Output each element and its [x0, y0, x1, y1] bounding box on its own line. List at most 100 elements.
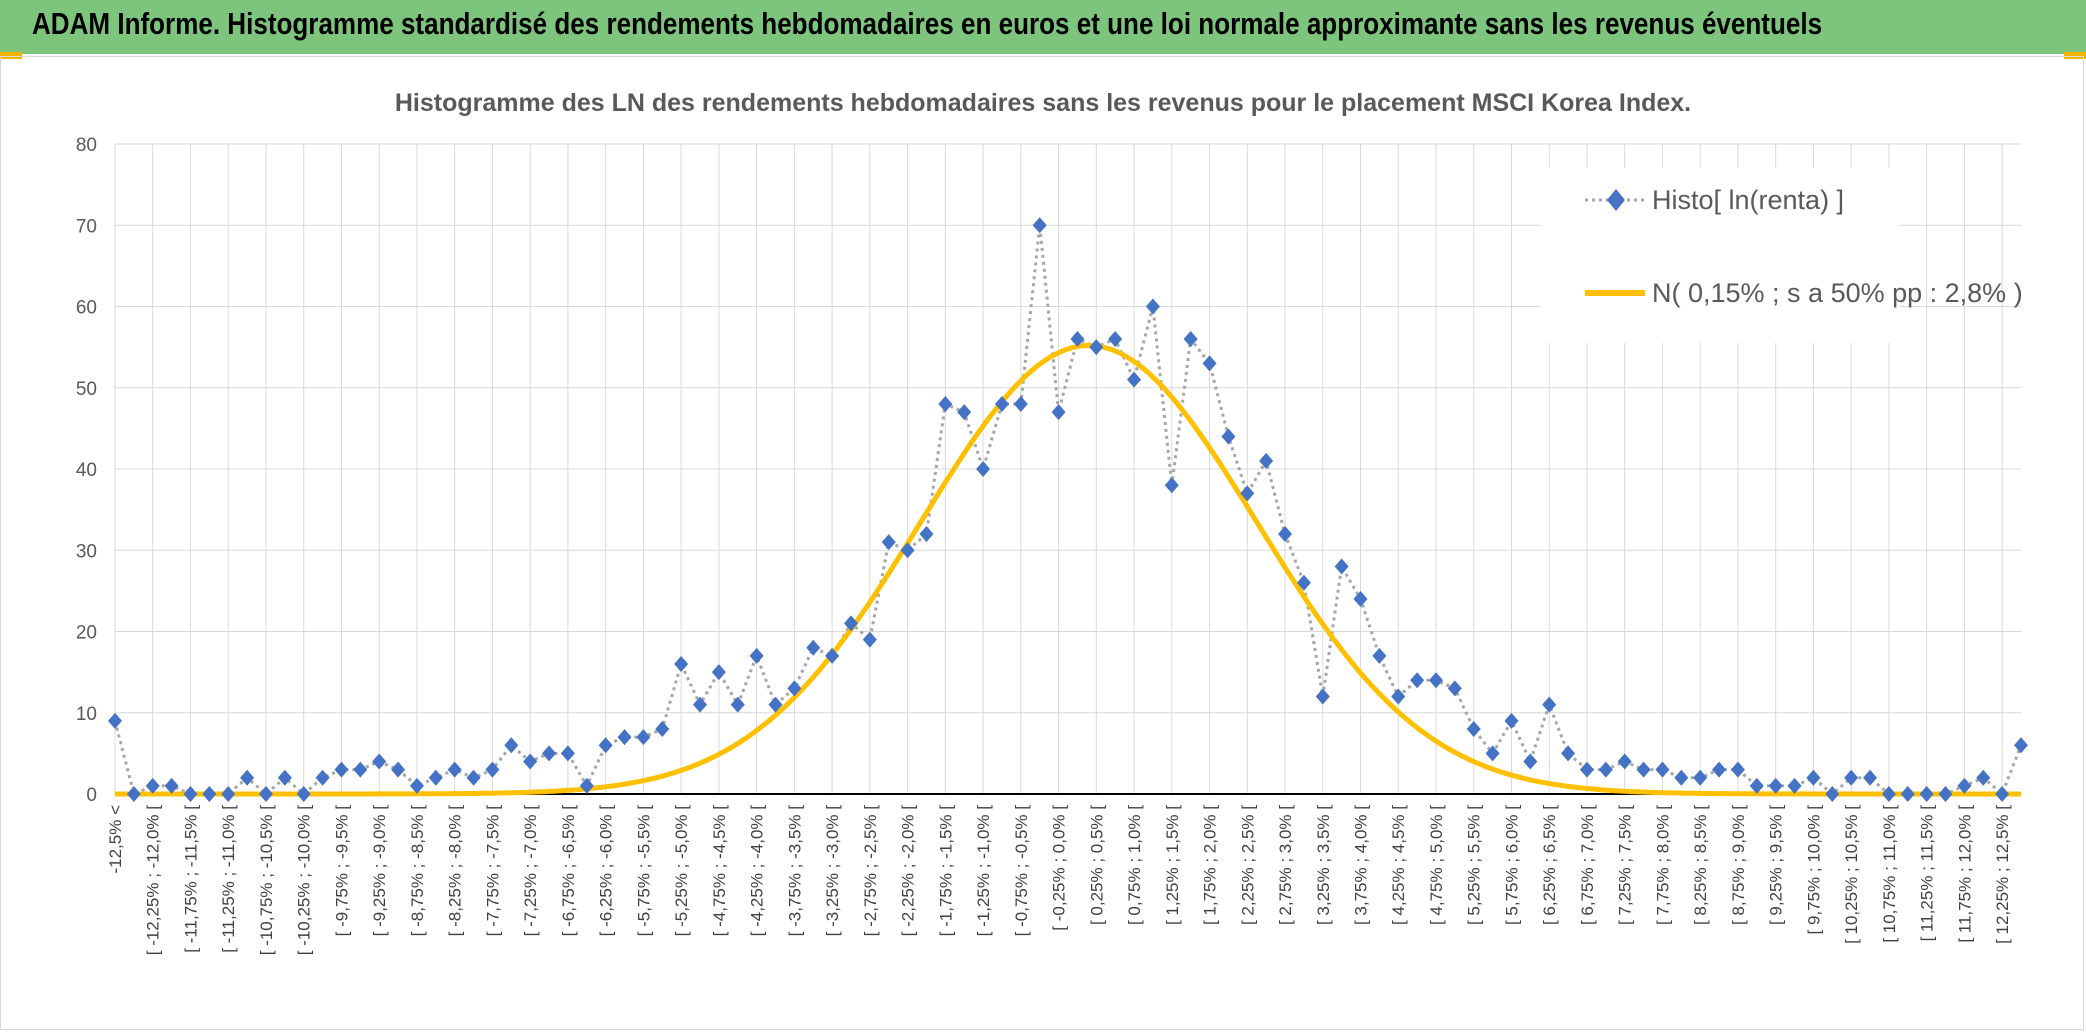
x-tick-label-16: [ -4,75% ; -4,5% [ — [710, 805, 729, 937]
chart-frame — [0, 56, 2084, 1030]
histo-point-32 — [711, 664, 726, 681]
histo-point-18 — [447, 761, 462, 778]
x-tick-label-40: [ 7,25% ; 7,5% [ — [1616, 805, 1635, 925]
histo-point-44 — [938, 396, 953, 412]
x-tick-label-12: [ -6,75% ; -6,5% [ — [559, 805, 578, 937]
histo-point-91 — [1825, 786, 1840, 802]
x-tick-label-20: [ -2,75% ; -2,5% [ — [861, 805, 880, 937]
legend-normal-label: N( 0,15% ; s a 50% pp : 2,8% ) — [1652, 278, 2023, 308]
y-tick-label-3: 30 — [76, 541, 97, 562]
histo-point-83 — [1674, 769, 1689, 786]
histo-point-48 — [1013, 396, 1028, 412]
x-axis: -12,5% < [ -12,25% ; -12,0% [[ -11,75% ; … — [106, 805, 2012, 956]
x-tick-label-28: [ 1,25% ; 1,5% [ — [1163, 805, 1182, 925]
histo-point-81 — [1636, 761, 1651, 778]
legend-histo-marker-icon — [1607, 189, 1625, 211]
histo-point-5 — [202, 786, 217, 802]
y-tick-label-8: 80 — [76, 135, 97, 156]
histo-point-55 — [1145, 298, 1160, 315]
x-tick-label-25: [ -0,25% ; 0,0% [ — [1050, 805, 1069, 931]
y-tick-label-2: 20 — [76, 623, 97, 644]
x-tick-label-15: [ -5,25% ; -5,0% [ — [672, 805, 691, 937]
report-banner: ADAM Informe. Histogramme standardisé de… — [0, 0, 2086, 54]
histo-point-60 — [1240, 485, 1255, 502]
histo-point-66 — [1353, 591, 1368, 607]
histo-point-95 — [1900, 786, 1915, 802]
histo-point-56 — [1164, 477, 1179, 494]
normal-curve-line — [115, 343, 2021, 797]
x-tick-label-37: [ 5,75% ; 6,0% [ — [1502, 805, 1521, 925]
x-tick-label-27: [ 0,75% ; 1,0% [ — [1125, 805, 1144, 925]
histo-point-63 — [1296, 574, 1311, 591]
x-tick-label-0: -12,5% < — [106, 805, 125, 874]
histo-point-68 — [1391, 688, 1406, 705]
histo-point-93 — [1863, 769, 1878, 786]
x-tick-label-11: [ -7,25% ; -7,0% [ — [521, 805, 540, 937]
histo-point-46 — [976, 461, 991, 477]
histo-point-28 — [636, 729, 651, 746]
histo-point-82 — [1655, 761, 1670, 778]
histo-point-88 — [1768, 777, 1783, 794]
histo-point-62 — [1278, 526, 1293, 542]
x-tick-label-39: [ 6,75% ; 7,0% [ — [1578, 805, 1597, 925]
histo-point-35 — [768, 696, 783, 713]
histo-point-94 — [1881, 786, 1896, 802]
x-tick-label-18: [ -3,75% ; -3,5% [ — [785, 805, 804, 937]
histo-point-49 — [1032, 217, 1047, 234]
x-tick-label-48: [ 11,25% ; 11,5% [ — [1918, 805, 1937, 942]
x-tick-label-6: [ -9,75% ; -9,5% [ — [332, 805, 351, 937]
histo-point-73 — [1485, 745, 1500, 762]
histo-point-50 — [1051, 404, 1066, 421]
accent-corner-right — [2064, 52, 2086, 59]
y-tick-label-4: 40 — [76, 460, 97, 481]
histo-point-27 — [617, 729, 632, 746]
histo-point-77 — [1561, 745, 1576, 762]
histo-point-72 — [1466, 721, 1481, 737]
histo-point-21 — [504, 737, 519, 754]
histo-point-3 — [164, 777, 179, 794]
histo-point-1 — [126, 786, 141, 802]
x-tick-label-13: [ -6,25% ; -6,0% [ — [597, 805, 616, 937]
x-tick-label-47: [ 10,75% ; 11,0% [ — [1880, 805, 1899, 943]
accent-corner-left — [0, 52, 22, 59]
histo-point-37 — [806, 639, 821, 656]
x-tick-label-4: [ -10,75% ; -10,5% [ — [257, 805, 276, 956]
y-axis: 0 10 20 30 40 50 60 70 80 — [76, 135, 97, 806]
x-tick-label-33: [ 3,75% ; 4,0% [ — [1352, 805, 1371, 925]
x-tick-label-31: [ 2,75% ; 3,0% [ — [1276, 805, 1295, 925]
histo-point-52 — [1089, 339, 1104, 356]
x-tick-label-14: [ -5,75% ; -5,5% [ — [634, 805, 653, 937]
histo-point-45 — [957, 404, 972, 421]
histo-point-8 — [258, 786, 273, 802]
histo-point-29 — [655, 721, 670, 737]
histo-point-17 — [428, 769, 443, 786]
histo-point-64 — [1315, 688, 1330, 705]
histo-point-92 — [1844, 769, 1859, 786]
x-tick-label-5: [ -10,25% ; -10,0% [ — [295, 805, 314, 956]
histo-point-15 — [391, 761, 406, 778]
x-tick-label-43: [ 8,75% ; 9,0% [ — [1729, 805, 1748, 925]
histo-point-38 — [825, 647, 840, 664]
histo-point-41 — [881, 534, 896, 551]
histo-point-97 — [1938, 786, 1953, 802]
histo-point-69 — [1410, 672, 1425, 689]
histo-point-58 — [1202, 355, 1217, 372]
chart-title: Histogramme des LN des rendements hebdom… — [395, 89, 1691, 117]
legend-histo-label: Histo[ ln(renta) ] — [1652, 185, 1844, 215]
histo-point-96 — [1919, 786, 1934, 802]
histo-point-39 — [843, 615, 858, 632]
histo-point-101 — [2014, 737, 2028, 754]
histo-point-14 — [372, 753, 387, 770]
histo-point-80 — [1617, 753, 1632, 770]
histo-point-53 — [1108, 331, 1123, 347]
histo-point-79 — [1598, 761, 1613, 778]
histo-point-87 — [1749, 777, 1764, 794]
histo-point-7 — [240, 769, 255, 786]
histo-point-9 — [277, 769, 292, 786]
x-tick-label-50: [ 12,25% ; 12,5% [ — [1993, 805, 2012, 944]
histo-point-84 — [1693, 769, 1708, 786]
x-tick-label-41: [ 7,75% ; 8,0% [ — [1653, 805, 1672, 925]
histo-point-22 — [523, 753, 538, 770]
histo-point-78 — [1579, 761, 1594, 778]
